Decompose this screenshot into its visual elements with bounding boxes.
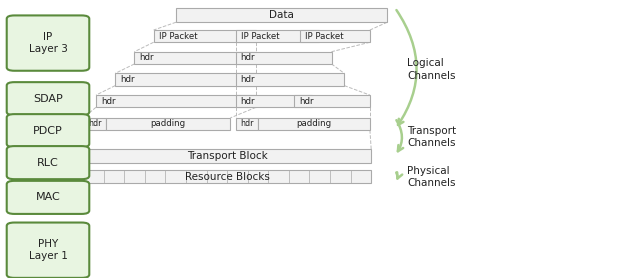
Text: hdr: hdr	[140, 53, 154, 62]
Text: Data: Data	[269, 10, 294, 20]
Text: IP Packet: IP Packet	[305, 32, 343, 41]
Text: Transport
Channels: Transport Channels	[407, 126, 456, 148]
Bar	[83, 149, 371, 163]
Text: hdr: hdr	[241, 53, 255, 62]
Bar	[294, 95, 370, 107]
Text: hdr: hdr	[120, 75, 135, 84]
Text: hdr: hdr	[88, 120, 102, 128]
Bar	[134, 52, 256, 64]
Text: Transport Block: Transport Block	[187, 151, 268, 161]
FancyBboxPatch shape	[6, 114, 90, 147]
Text: Resource Blocks: Resource Blocks	[185, 172, 269, 182]
Bar	[115, 73, 256, 86]
FancyBboxPatch shape	[6, 16, 90, 71]
Bar	[236, 118, 258, 130]
Text: PHY
Layer 1: PHY Layer 1	[29, 239, 67, 261]
Bar	[236, 52, 332, 64]
Bar	[106, 118, 230, 130]
Text: IP Packet: IP Packet	[241, 32, 279, 41]
Text: hdr: hdr	[241, 120, 254, 128]
Bar	[96, 95, 256, 107]
Text: RLC: RLC	[37, 158, 59, 168]
Bar	[236, 73, 344, 86]
Bar	[236, 30, 319, 42]
FancyBboxPatch shape	[6, 181, 90, 214]
FancyBboxPatch shape	[6, 82, 90, 115]
Text: padding: padding	[150, 120, 186, 128]
FancyBboxPatch shape	[6, 222, 90, 278]
Bar	[83, 118, 106, 130]
Text: MAC: MAC	[36, 192, 60, 202]
Bar	[300, 30, 370, 42]
Text: hdr: hdr	[300, 97, 314, 106]
Bar	[176, 8, 387, 22]
Text: hdr: hdr	[241, 97, 255, 106]
Text: padding: padding	[296, 120, 332, 128]
Text: PDCP: PDCP	[33, 126, 63, 136]
Text: hdr: hdr	[241, 75, 255, 84]
Bar	[236, 95, 312, 107]
Text: Logical
Channels: Logical Channels	[407, 58, 456, 81]
FancyBboxPatch shape	[6, 146, 90, 179]
Text: SDAP: SDAP	[33, 94, 63, 104]
Bar	[258, 118, 370, 130]
Text: hdr: hdr	[101, 97, 116, 106]
Bar	[83, 170, 371, 183]
Bar	[154, 30, 256, 42]
Text: IP
Layer 3: IP Layer 3	[29, 32, 67, 54]
Text: IP Packet: IP Packet	[159, 32, 197, 41]
Text: Physical
Channels: Physical Channels	[407, 166, 456, 188]
